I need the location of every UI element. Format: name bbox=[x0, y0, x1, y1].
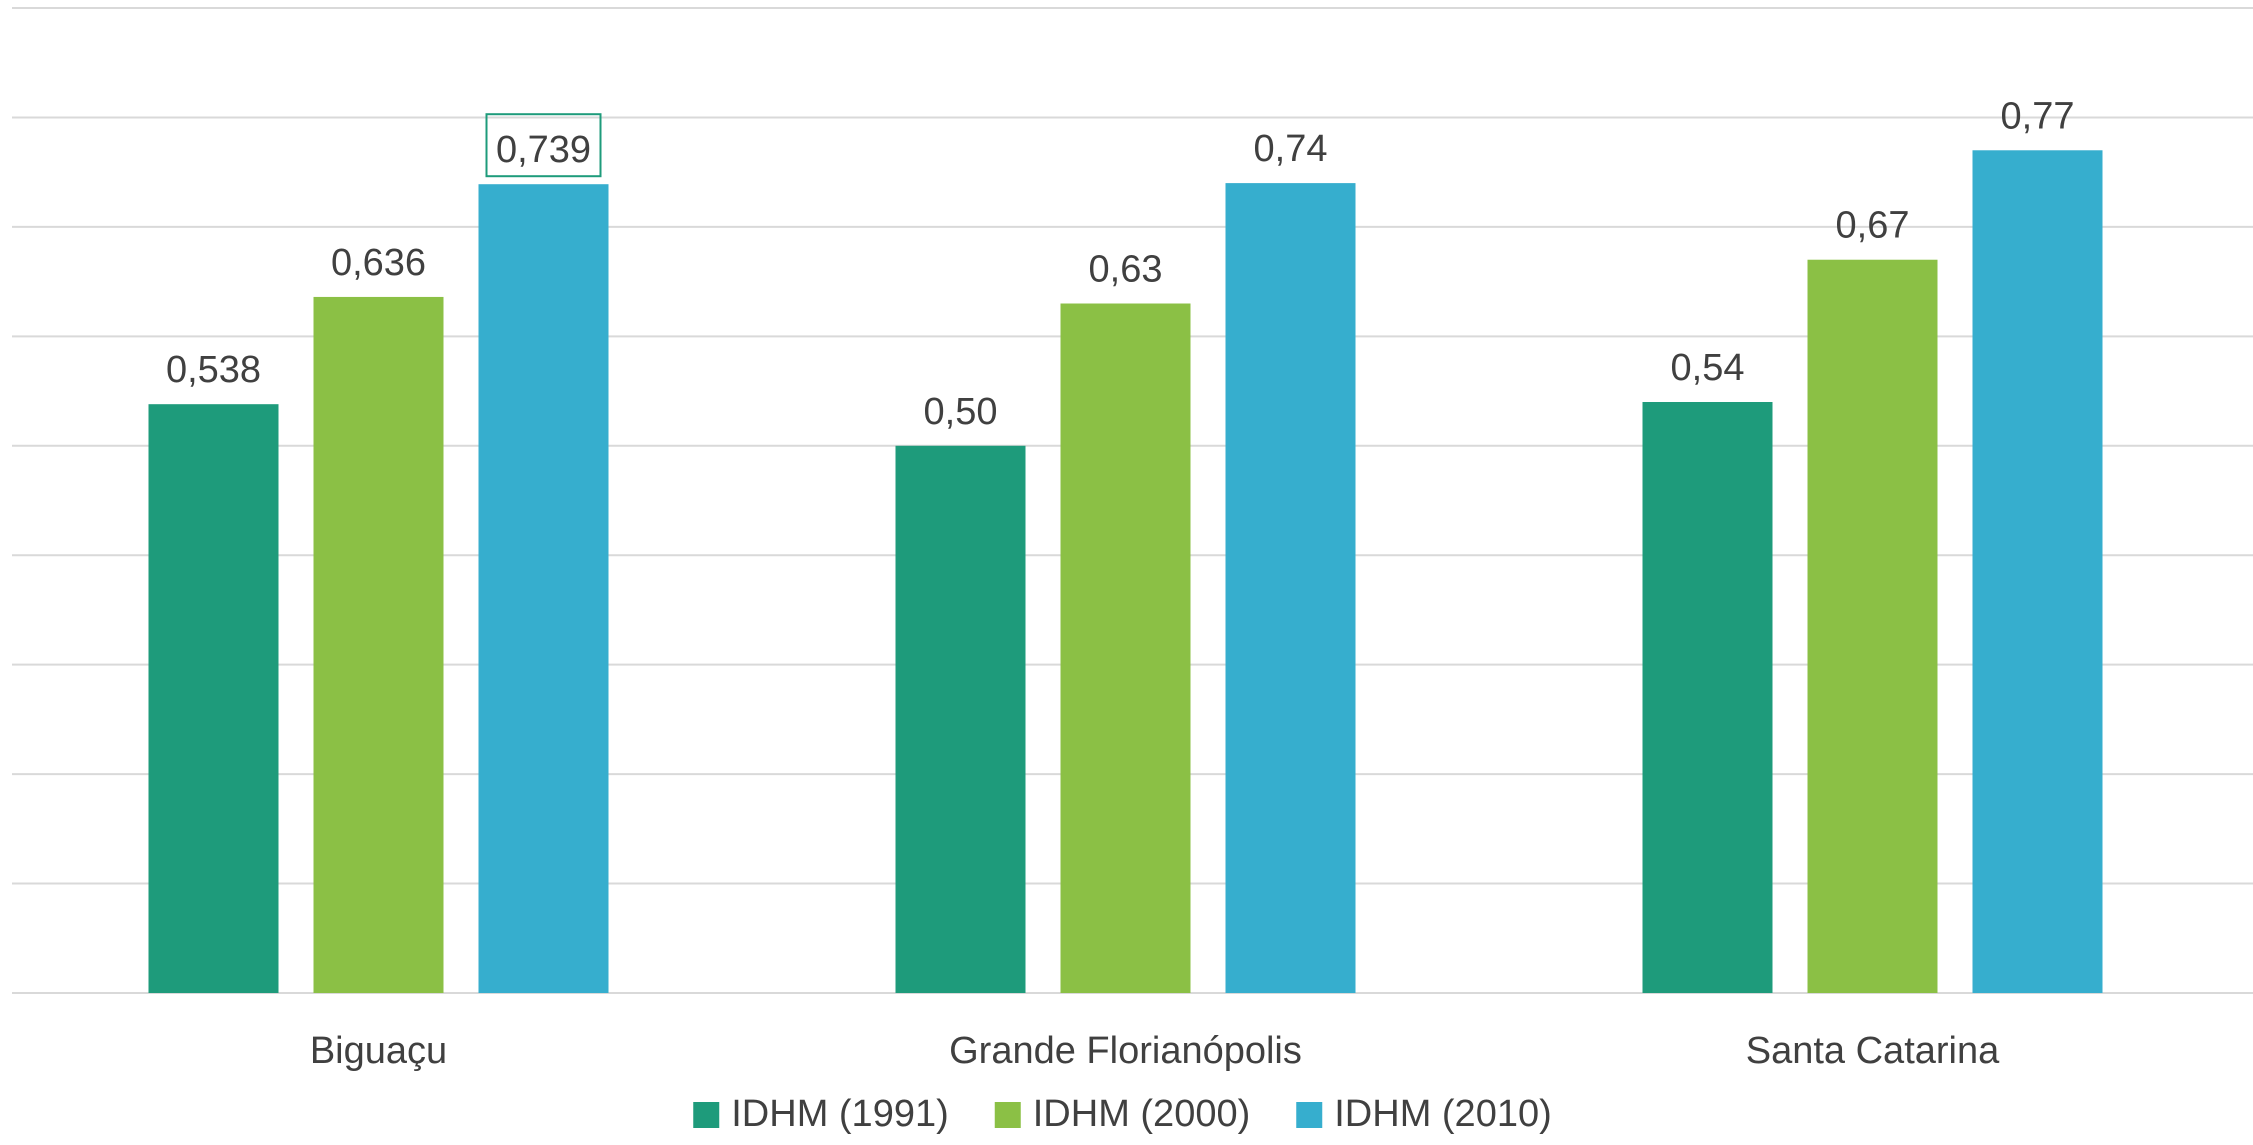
legend-label-0: IDHM (1991) bbox=[731, 1093, 949, 1135]
data-label-1-2: 0,67 bbox=[1836, 205, 1910, 247]
bar-0-0 bbox=[148, 404, 279, 993]
bar-2-2 bbox=[1972, 150, 2103, 993]
bar-1-0 bbox=[313, 296, 444, 993]
legend-label-2: IDHM (2010) bbox=[1334, 1093, 1552, 1135]
data-label-1-1: 0,63 bbox=[1089, 249, 1163, 291]
data-label-2-2: 0,77 bbox=[2001, 95, 2075, 137]
highlight-box bbox=[485, 113, 602, 178]
data-label-0-0: 0,538 bbox=[166, 349, 261, 391]
bar-1-2 bbox=[1807, 259, 1938, 993]
data-labels: 0,538 0,636 0,739 0,50 0,63 0,74 0,54 0,67 0,77 bbox=[166, 95, 2075, 433]
bar-2-1 bbox=[1225, 183, 1356, 994]
category-label-0: Biguaçu bbox=[310, 1030, 447, 1072]
legend-swatch-2 bbox=[1296, 1102, 1323, 1128]
legend-swatch-1 bbox=[994, 1102, 1021, 1128]
data-label-0-1: 0,50 bbox=[924, 391, 998, 433]
category-label-2: Santa Catarina bbox=[1746, 1030, 2000, 1072]
category-labels: Biguaçu Grande Florianópolis Santa Catarin… bbox=[310, 1030, 2000, 1072]
bar-2-0 bbox=[478, 184, 609, 993]
legend: IDHM (1991) IDHM (2000) IDHM (2010) bbox=[693, 1093, 1552, 1135]
category-label-1: Grande Florianópolis bbox=[949, 1030, 1302, 1072]
data-label-2-1: 0,74 bbox=[1254, 128, 1328, 170]
bar-0-1 bbox=[895, 445, 1026, 993]
bar-0-2 bbox=[1642, 402, 1773, 993]
bar-1-1 bbox=[1060, 303, 1191, 993]
data-label-0-2: 0,54 bbox=[1671, 347, 1745, 389]
data-label-1-0: 0,636 bbox=[331, 242, 426, 284]
bars bbox=[148, 150, 2103, 994]
legend-label-1: IDHM (2000) bbox=[1033, 1093, 1251, 1135]
legend-swatch-0 bbox=[693, 1102, 720, 1128]
data-label-2-0: 0,739 bbox=[496, 129, 591, 171]
